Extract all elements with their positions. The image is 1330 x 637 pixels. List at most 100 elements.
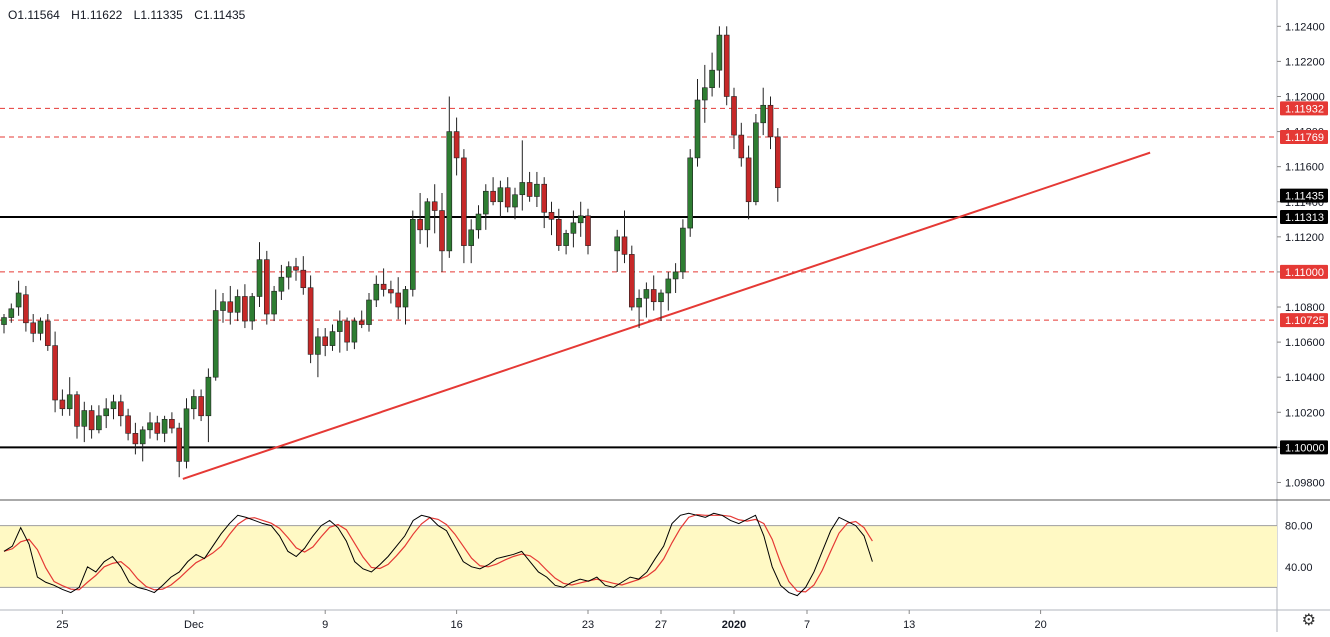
candle-body — [205, 376, 212, 417]
candle-body — [424, 201, 431, 231]
candle-body — [191, 396, 197, 410]
candle-body — [37, 320, 44, 334]
candle-body — [44, 320, 51, 346]
candle-body — [694, 99, 701, 159]
candle-body — [329, 331, 336, 346]
candle-body — [468, 229, 475, 246]
candle-body — [760, 104, 767, 124]
candle-body — [658, 292, 664, 303]
candle-body — [512, 194, 518, 208]
price-level-label: 1.11313 — [1285, 212, 1324, 224]
time-tick-label: 2020 — [722, 619, 746, 631]
candle-body — [475, 213, 482, 231]
candle-body — [8, 308, 15, 318]
candle-body — [563, 233, 569, 246]
ohlc-low: L1.11335 — [133, 8, 183, 22]
candle-body — [731, 96, 737, 136]
price-level-label: 1.11932 — [1285, 103, 1324, 115]
candle-body — [388, 289, 394, 294]
price-level-label: 1.11769 — [1285, 132, 1324, 144]
candle-body — [555, 218, 562, 246]
price-tick-label: 1.12400 — [1285, 21, 1325, 33]
time-tick-label: 20 — [1034, 619, 1046, 631]
price-tick-label: 1.12200 — [1285, 56, 1325, 68]
time-tick-label: 23 — [582, 619, 594, 631]
candle-body — [680, 227, 686, 273]
candle-body — [490, 190, 496, 203]
price-level-label: 1.10725 — [1285, 315, 1325, 327]
candle-body — [358, 320, 365, 325]
candle-body — [453, 131, 460, 159]
candle-body — [1, 317, 7, 325]
price-tick-label: 1.10400 — [1285, 372, 1325, 384]
candle-body — [701, 87, 708, 101]
candle-body — [541, 183, 548, 213]
candle-body — [285, 266, 292, 278]
candle-body — [351, 320, 358, 343]
price-tick-label: 1.10600 — [1285, 337, 1325, 349]
candle-body — [687, 157, 694, 229]
candle-body — [169, 418, 175, 429]
price-tick-label: 1.10200 — [1285, 407, 1325, 419]
candle-body — [66, 394, 73, 410]
price-tick-label: 1.11600 — [1285, 162, 1324, 174]
candle-body — [366, 299, 372, 325]
candle-body — [249, 296, 255, 322]
candle-body — [139, 429, 146, 445]
time-tick-label: 9 — [322, 619, 328, 631]
candle-body — [636, 297, 642, 308]
candle-body — [23, 294, 29, 324]
candle-body — [154, 422, 161, 434]
candle-body — [88, 410, 95, 431]
candle-body — [344, 320, 350, 343]
candle-body — [439, 210, 445, 252]
candle-body — [183, 408, 190, 462]
time-tick-label: 25 — [56, 619, 68, 631]
candle-body — [534, 183, 540, 197]
candle-body — [52, 345, 58, 401]
candle-body — [767, 104, 774, 138]
candle-body — [263, 259, 270, 315]
candle-body — [577, 215, 584, 224]
candle-body — [417, 218, 423, 231]
candle-body — [132, 433, 139, 445]
candle-body — [446, 131, 453, 252]
candle-body — [278, 276, 285, 292]
candle-body — [548, 211, 555, 220]
candle-body — [15, 292, 22, 308]
price-tick-label: 1.09800 — [1285, 477, 1325, 489]
candle-body — [745, 157, 752, 203]
price-level-tag — [1280, 313, 1328, 328]
gear-icon[interactable]: ⚙ — [1301, 612, 1316, 629]
price-tick-label: 1.11200 — [1285, 232, 1324, 244]
price-level-label: 1.11000 — [1285, 267, 1324, 279]
candle-body — [650, 289, 657, 303]
candle-body — [585, 215, 591, 246]
candle-body — [461, 157, 467, 246]
candle-body — [242, 296, 248, 322]
candle-body — [380, 283, 387, 290]
time-tick-label: 13 — [903, 619, 915, 631]
candle-body — [293, 266, 299, 271]
candle-body — [220, 301, 226, 311]
candle-body — [497, 187, 504, 203]
last-price-label: 1.11435 — [1285, 191, 1324, 203]
candle-body — [753, 122, 759, 203]
candle-body — [409, 218, 416, 290]
ohlc-high: H1.11622 — [71, 8, 123, 22]
stochastic-tick-label: 80.00 — [1285, 521, 1313, 533]
candle-body — [96, 415, 102, 431]
candle-body — [738, 134, 745, 159]
candle-body — [774, 136, 781, 189]
candle-body — [307, 287, 314, 355]
candle-body — [198, 396, 204, 417]
candle-body — [125, 415, 131, 434]
candle-body — [315, 336, 321, 355]
candle-body — [665, 278, 672, 294]
trendline — [182, 151, 1151, 480]
price-level-tag — [1280, 130, 1328, 145]
price-tick-label: 1.12000 — [1285, 91, 1325, 103]
ohlc-legend: O1.11564 H1.11622 L1.11335 C1.11435 — [8, 8, 253, 22]
